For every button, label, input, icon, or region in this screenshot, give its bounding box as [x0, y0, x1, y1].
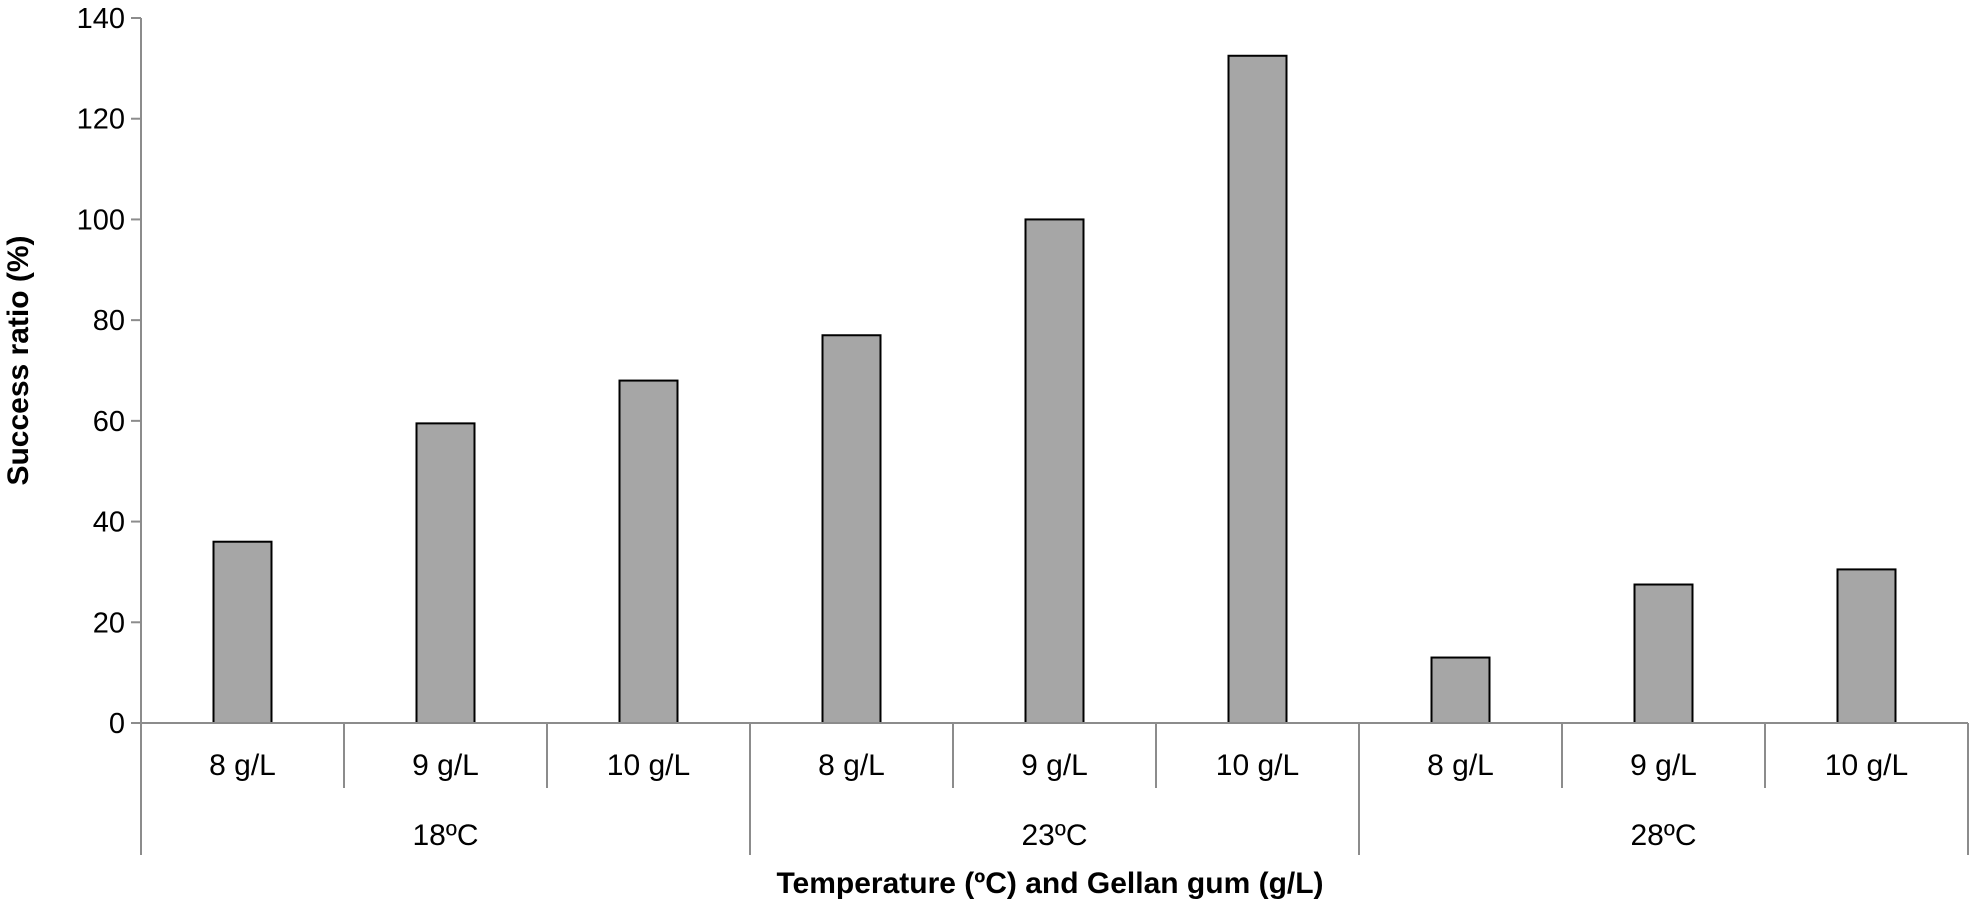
category-label: 9 g/L	[1021, 749, 1088, 782]
bar	[1633, 583, 1694, 725]
y-axis: 0 20 40 60 80 100 120 140	[77, 3, 142, 740]
group-label: 28ºC	[1631, 819, 1697, 852]
y-tick-label: 20	[93, 607, 125, 639]
bar	[1227, 54, 1288, 724]
category-label: 10 g/L	[607, 749, 690, 782]
bar	[1430, 656, 1491, 724]
category-label: 10 g/L	[1825, 749, 1908, 782]
category-label: 8 g/L	[1427, 749, 1494, 782]
bar	[415, 422, 476, 724]
y-tick-label: 60	[93, 406, 125, 438]
y-tick-label: 0	[109, 708, 125, 740]
bars	[212, 54, 1897, 725]
category-label: 8 g/L	[209, 749, 276, 782]
y-tick-label: 80	[93, 305, 125, 337]
category-label: 10 g/L	[1216, 749, 1299, 782]
bar	[618, 379, 679, 724]
y-axis-title: Success ratio (%)	[2, 235, 35, 485]
category-label: 9 g/L	[412, 749, 479, 782]
category-label: 8 g/L	[818, 749, 885, 782]
y-tick-label: 40	[93, 507, 125, 539]
bar	[1024, 218, 1085, 725]
bar	[821, 334, 882, 724]
y-tick-label: 140	[77, 3, 125, 35]
x-axis-title: Temperature (ºC) and Gellan gum (g/L)	[776, 867, 1323, 900]
bar	[1836, 568, 1897, 724]
y-tick-label: 120	[77, 104, 125, 136]
bar	[212, 540, 273, 725]
group-label: 18ºC	[413, 819, 479, 852]
x-axis: 8 g/L 9 g/L 10 g/L 8 g/L 9 g/L 10 g/L 8 g/L 9 g…	[140, 722, 1969, 855]
category-label: 9 g/L	[1630, 749, 1697, 782]
group-label: 23ºC	[1022, 819, 1088, 852]
y-tick-label: 100	[77, 204, 125, 236]
